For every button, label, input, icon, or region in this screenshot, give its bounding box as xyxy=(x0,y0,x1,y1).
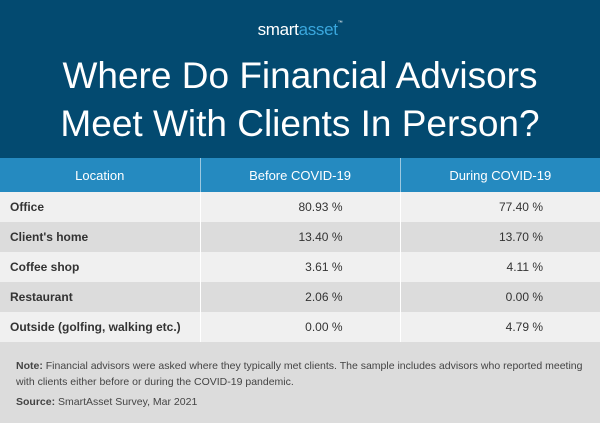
page-title: Where Do Financial Advisors Meet With Cl… xyxy=(0,52,600,148)
location-cell: Office xyxy=(0,192,200,222)
source-text: SmartAsset Survey, Mar 2021 xyxy=(55,396,198,408)
table-row: Outside (golfing, walking etc.) 0.00 % 4.7… xyxy=(0,312,600,342)
source-label: Source: xyxy=(16,396,56,408)
table-row: Office 80.93 % 77.40 % xyxy=(0,192,600,222)
smartasset-logo: smartasset™ xyxy=(0,20,600,40)
value-cell: 4.11 % xyxy=(399,252,600,282)
column-header: Before COVID-19 xyxy=(199,158,400,192)
value-cell: 3.61 % xyxy=(199,252,400,282)
value-cell: 13.40 % xyxy=(199,222,400,252)
table-header-row: Location Before COVID-19 During COVID-19 xyxy=(0,158,600,192)
value-cell: 80.93 % xyxy=(199,192,400,222)
logo-smart: smart xyxy=(257,20,299,39)
value-cell: 0.00 % xyxy=(199,312,400,342)
value-cell: 4.79 % xyxy=(399,312,600,342)
value-cell: 0.00 % xyxy=(399,282,600,312)
note-text: Financial advisors were asked where they… xyxy=(16,360,583,388)
note: Note: Financial advisors were asked wher… xyxy=(16,358,584,390)
table-row: Client's home 13.40 % 13.70 % xyxy=(0,222,600,252)
location-cell: Coffee shop xyxy=(0,252,200,282)
source: Source: SmartAsset Survey, Mar 2021 xyxy=(16,394,584,410)
title-line-2: Meet With Clients In Person? xyxy=(60,103,540,144)
data-table: Location Before COVID-19 During COVID-19 O… xyxy=(0,158,600,342)
location-cell: Outside (golfing, walking etc.) xyxy=(0,312,200,342)
logo-asset: asset xyxy=(298,20,338,39)
value-cell: 2.06 % xyxy=(199,282,400,312)
value-cell: 13.70 % xyxy=(399,222,600,252)
value-cell: 77.40 % xyxy=(399,192,600,222)
location-cell: Client's home xyxy=(0,222,200,252)
table-row: Coffee shop 3.61 % 4.11 % xyxy=(0,252,600,282)
logo-tm: ™ xyxy=(337,20,343,26)
note-label: Note: xyxy=(16,360,43,372)
title-line-1: Where Do Financial Advisors xyxy=(62,55,538,96)
header-banner: smartasset™ Where Do Financial Advisors … xyxy=(0,0,600,158)
table-row: Restaurant 2.06 % 0.00 % xyxy=(0,282,600,312)
footer-notes: Note: Financial advisors were asked wher… xyxy=(0,342,600,410)
location-cell: Restaurant xyxy=(0,282,200,312)
column-header: Location xyxy=(0,158,200,192)
column-header: During COVID-19 xyxy=(399,158,600,192)
